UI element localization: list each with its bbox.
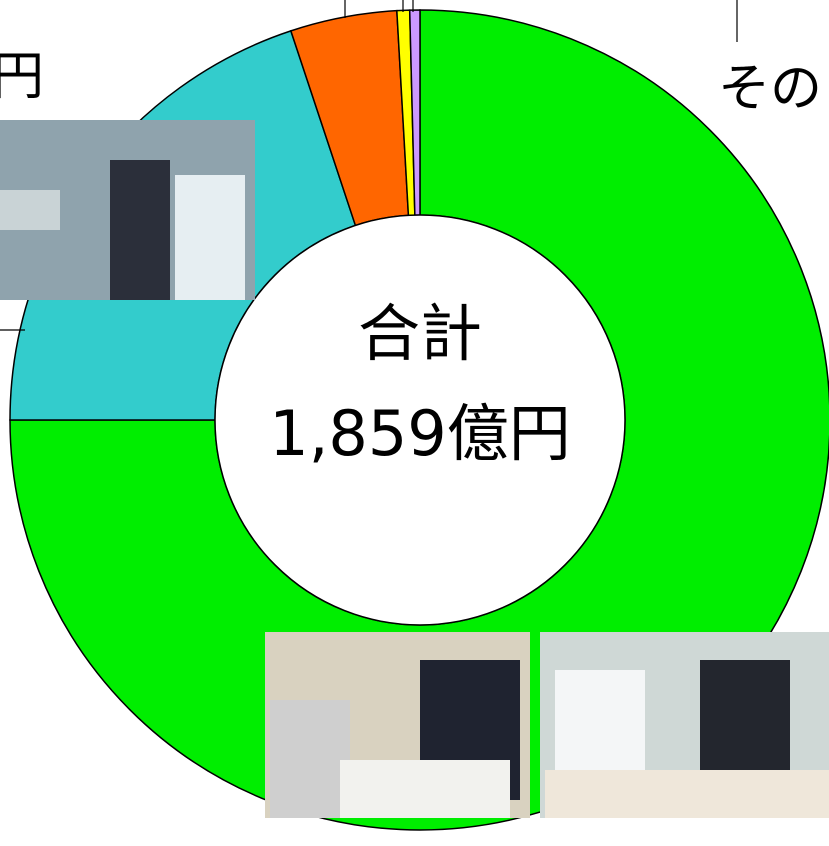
- photo-figure: [700, 660, 790, 780]
- donut-hole: [214, 214, 626, 626]
- category-label: 円: [0, 47, 44, 107]
- photo-figure: [270, 700, 350, 818]
- photo-figure: [175, 175, 245, 300]
- photo-figure: [340, 760, 510, 818]
- category-label: その: [718, 59, 822, 119]
- photo-figure: [555, 670, 645, 780]
- photo-figure: [0, 190, 60, 230]
- photo-figure: [545, 770, 829, 818]
- center-label: 1,859億円: [269, 397, 571, 470]
- photo: [265, 632, 530, 818]
- photo-figure: [110, 160, 170, 300]
- photo: [0, 120, 255, 300]
- leader-lines: [0, 0, 738, 331]
- center-label: 合計: [358, 297, 482, 370]
- photo: [540, 632, 829, 818]
